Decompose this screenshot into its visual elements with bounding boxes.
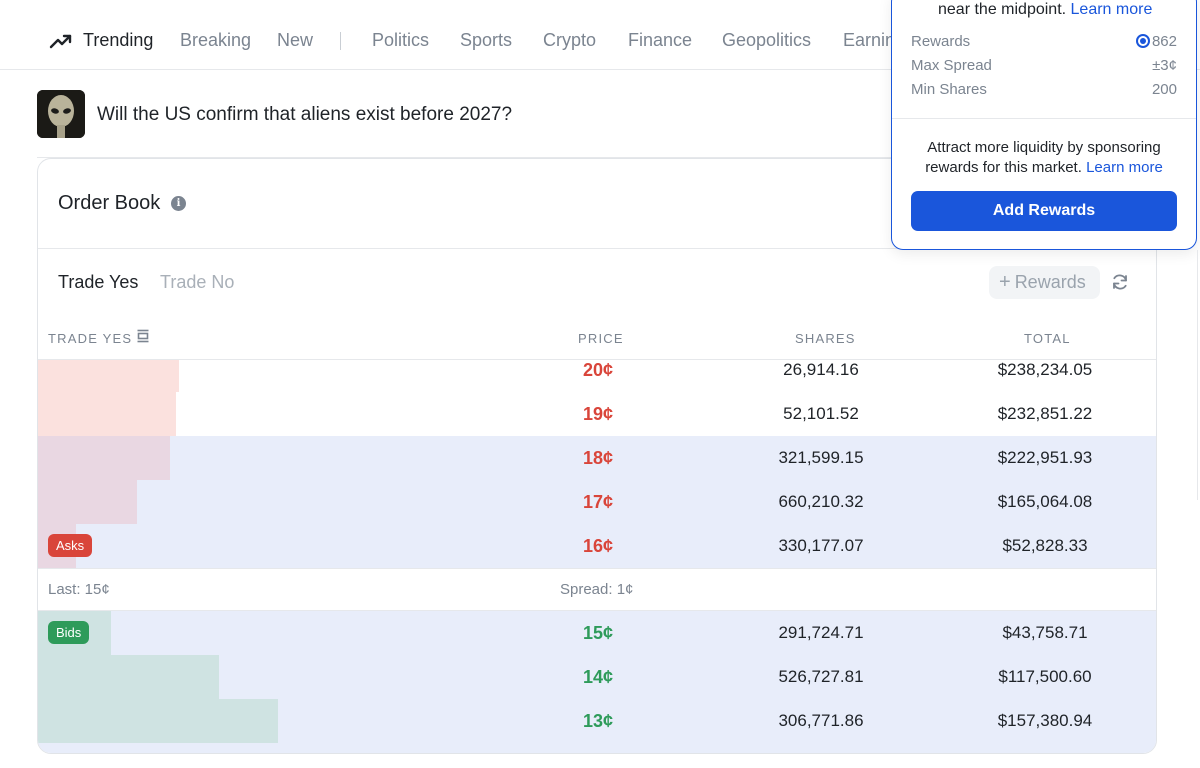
nav-item-finance[interactable]: Finance — [628, 30, 693, 50]
rewards-button-label: Rewards — [1014, 272, 1086, 292]
market-title: Will the US confirm that aliens exist be… — [97, 104, 513, 125]
nav-item-politics[interactable]: Politics — [372, 30, 430, 50]
ask-shares: 26,914.16 — [783, 360, 859, 379]
bid-price: 13¢ — [582, 711, 614, 731]
learn-more-link[interactable]: Learn more — [1070, 1, 1153, 18]
popover-label: Rewards — [911, 33, 971, 50]
ask-row[interactable]: 17¢ 660,210.32 $165,064.08 — [38, 480, 1156, 524]
popover-attract-label: Attract more liquidity by sponsoring rew… — [925, 139, 1161, 176]
depth-bar — [38, 655, 219, 699]
popover-label: Max Spread — [911, 57, 992, 74]
column-header-total: TOTAL — [1024, 331, 1071, 346]
column-header-trade: TRADE YES — [48, 331, 133, 346]
refresh-icon[interactable] — [1111, 273, 1129, 291]
asks-badge: Asks — [48, 534, 93, 557]
ask-row[interactable]: 20¢ 26,914.16 $238,234.05 — [38, 360, 1156, 392]
ask-row[interactable]: 18¢ 321,599.15 $222,951.93 — [38, 436, 1156, 480]
bid-row[interactable]: 14¢ 526,727.81 $117,500.60 — [38, 655, 1156, 699]
asks-highlight — [38, 436, 1156, 568]
ask-price: 18¢ — [582, 448, 614, 468]
popover-row-min-shares: Min Shares 200 — [911, 81, 1177, 98]
ask-shares: 52,101.52 — [783, 404, 859, 423]
top-nav: Trending Breaking New Politics Sports Cr… — [0, 0, 1200, 70]
plus-icon: + — [999, 271, 1011, 293]
depth-bar — [38, 699, 278, 743]
nav-item-geopolitics[interactable]: Geopolitics — [722, 30, 812, 50]
tab-trade-no[interactable]: Trade No — [160, 272, 235, 292]
popover-value: 200 — [1151, 81, 1177, 98]
popover-row-rewards: Rewards 862 — [911, 33, 1177, 50]
bids-badge: Bids — [48, 621, 90, 644]
ask-price: 17¢ — [582, 492, 614, 512]
bid-shares: 306,771.86 — [778, 711, 864, 730]
nav-item-trending[interactable]: Trending — [83, 30, 154, 50]
bid-row[interactable]: 15¢ 291,724.71 $43,758.71 — [38, 611, 1156, 655]
ask-total: $165,064.08 — [997, 492, 1093, 511]
rewards-popover: near the midpoint. Learn more Rewards 86… — [891, 0, 1197, 250]
popover-value: 862 — [1135, 33, 1177, 50]
spread-value: Spread: 1¢ — [560, 581, 634, 598]
bid-shares: 291,724.71 — [778, 623, 864, 642]
ask-shares: 330,177.07 — [778, 536, 864, 555]
popover-divider — [892, 118, 1196, 119]
column-header-price: PRICE — [578, 331, 624, 346]
bid-shares: 526,727.81 — [778, 667, 864, 686]
ask-price: 19¢ — [582, 404, 614, 424]
spread-row: Last: 15¢ Spread: 1¢ — [38, 568, 1156, 611]
bid-price: 15¢ — [582, 623, 614, 643]
nav-item-earnings[interactable]: Earnin — [843, 30, 896, 50]
popover-top-label: near the midpoint. — [938, 1, 1067, 18]
info-icon[interactable]: i — [171, 196, 186, 211]
depth-bar — [38, 480, 137, 524]
nav-separator — [340, 32, 341, 50]
right-panel-edge — [1197, 250, 1200, 500]
rewards-button[interactable]: + Rewards — [989, 266, 1100, 299]
depth-bar — [38, 360, 179, 392]
column-header-shares: SHARES — [795, 331, 856, 346]
ask-row[interactable]: 16¢ 330,177.07 $52,828.33 — [38, 524, 1156, 568]
tab-trade-yes[interactable]: Trade Yes — [58, 272, 139, 292]
last-price: Last: 15¢ — [48, 581, 110, 598]
ask-price: 16¢ — [582, 536, 614, 556]
trending-up-icon — [49, 34, 72, 49]
bid-total: $43,758.71 — [1002, 623, 1088, 642]
order-book-divider — [38, 248, 1156, 249]
popover-label: Min Shares — [911, 81, 987, 98]
depth-bar — [38, 436, 170, 480]
bid-row[interactable]: 13¢ 306,771.86 $157,380.94 — [38, 699, 1156, 743]
ask-shares: 660,210.32 — [778, 492, 864, 511]
order-book-title: Order Book — [58, 192, 161, 214]
bid-price: 14¢ — [582, 667, 614, 687]
nav-item-breaking[interactable]: Breaking — [180, 30, 252, 50]
bid-total: $117,500.60 — [998, 667, 1092, 686]
alien-image — [37, 90, 85, 138]
alien-thumbnail[interactable] — [37, 90, 85, 138]
bid-total: $157,380.94 — [997, 711, 1093, 730]
ask-total: $52,828.33 — [1002, 536, 1088, 555]
popover-value-text: 862 — [1151, 33, 1177, 50]
header-divider — [37, 157, 1197, 158]
stack-toggle-icon[interactable] — [136, 329, 150, 343]
add-rewards-button[interactable]: Add Rewards — [911, 191, 1177, 231]
ask-shares: 321,599.15 — [778, 448, 864, 467]
ask-total: $238,234.05 — [997, 360, 1093, 379]
ask-price: 20¢ — [582, 360, 614, 380]
nav-item-new[interactable]: New — [277, 30, 314, 50]
popover-attract-text: Attract more liquidity by sponsoring rew… — [912, 138, 1176, 178]
reward-coin-icon — [1135, 34, 1150, 48]
depth-bar — [38, 392, 176, 436]
column-header-divider — [38, 359, 1156, 360]
learn-more-link[interactable]: Learn more — [1086, 159, 1163, 176]
nav-item-sports[interactable]: Sports — [460, 30, 513, 50]
ask-row[interactable]: 19¢ 52,101.52 $232,851.22 — [38, 392, 1156, 436]
nav-item-crypto[interactable]: Crypto — [543, 30, 597, 50]
popover-top-text: near the midpoint. Learn more — [938, 1, 1152, 19]
ask-total: $222,951.93 — [997, 448, 1093, 467]
order-book-card: Order Book i Trade Yes Trade No + Rewards… — [37, 158, 1157, 754]
popover-row-max-spread: Max Spread ±3¢ — [911, 57, 1177, 74]
ask-total: $232,851.22 — [997, 404, 1093, 423]
popover-value: ±3¢ — [1152, 57, 1177, 74]
